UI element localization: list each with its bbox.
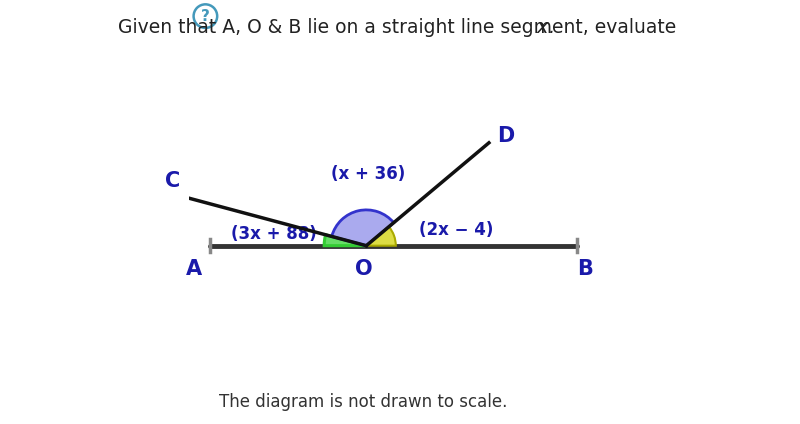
Text: $x$.: $x$. — [537, 18, 554, 37]
Text: The diagram is not drawn to scale.: The diagram is not drawn to scale. — [219, 393, 507, 410]
Text: B: B — [578, 259, 594, 279]
Text: Given that A, O & B lie on a straight line segment, evaluate: Given that A, O & B lie on a straight li… — [118, 18, 682, 37]
Text: (x + 36): (x + 36) — [331, 165, 406, 183]
Text: A: A — [186, 259, 202, 279]
Wedge shape — [332, 210, 394, 245]
Text: O: O — [355, 259, 373, 279]
Wedge shape — [324, 235, 366, 245]
Text: C: C — [166, 171, 181, 191]
Text: (3x + 88): (3x + 88) — [231, 225, 317, 243]
Text: ?: ? — [201, 9, 210, 25]
Wedge shape — [366, 227, 396, 245]
Text: (2x − 4): (2x − 4) — [419, 220, 494, 239]
Text: D: D — [497, 126, 514, 147]
